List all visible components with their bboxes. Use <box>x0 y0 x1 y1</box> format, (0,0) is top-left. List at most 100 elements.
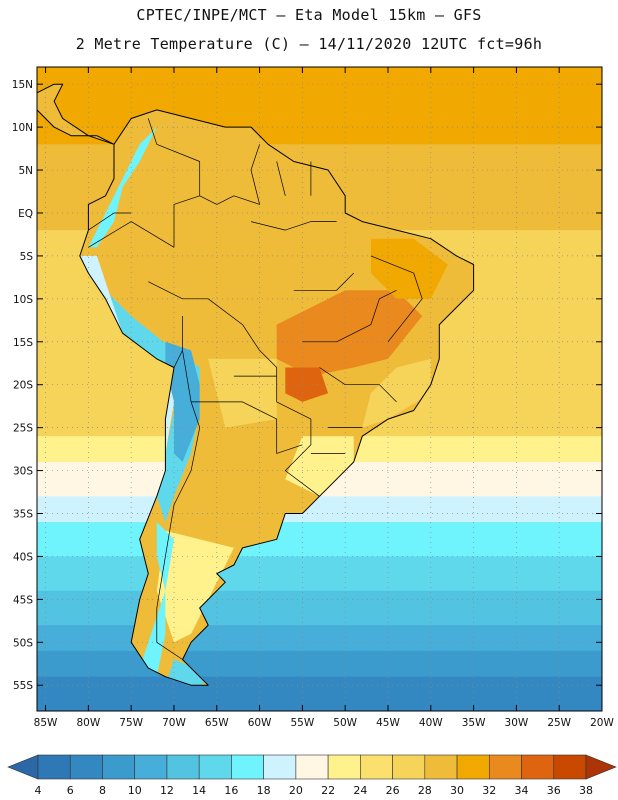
colorbar-label: 28 <box>418 784 432 797</box>
x-tick-label: 45W <box>376 717 400 729</box>
x-tick-label: 30W <box>505 717 529 729</box>
x-tick-label: 70W <box>162 717 186 729</box>
border-line-0 <box>147 118 201 248</box>
border-line-15 <box>250 221 337 231</box>
border-line-2 <box>276 161 286 196</box>
colorbar: 4 6 8 10 12 14 16 18 20 22 24 26 28 30 32 34 36 38 <box>7 754 617 797</box>
y-tick-label: 45S <box>13 594 33 606</box>
y-tick-label: 40S <box>13 551 33 563</box>
border-line-5 <box>88 221 175 248</box>
land-region-mato-grosso-sul-hot <box>285 367 329 402</box>
colorbar-label: 14 <box>192 784 206 797</box>
land-region-patagonia-warm <box>156 530 234 643</box>
x-tick-label: 25W <box>547 717 571 729</box>
colorbar-swatch <box>327 754 361 780</box>
x-tick-label: 85W <box>34 717 58 729</box>
y-tick-label: 25S <box>13 423 33 435</box>
border-line-16 <box>293 272 354 291</box>
colorbar-underflow-triangle <box>7 754 39 780</box>
land-region-northeast-hot <box>370 238 448 299</box>
land-region-andes-central-cool <box>96 290 200 523</box>
y-tick-label: 20S <box>13 380 33 392</box>
colorbar-swatch <box>69 754 103 780</box>
colorbar-swatch <box>488 754 522 780</box>
colorbar-label: 18 <box>257 784 271 797</box>
colorbar-swatch <box>263 754 297 780</box>
y-tick-label: 5N <box>18 165 33 177</box>
border-line-12 <box>302 289 397 343</box>
colorbar-overflow-triangle <box>585 754 617 780</box>
ocean-band-8 <box>37 590 602 626</box>
colorbar-swatch <box>134 754 168 780</box>
colorbar-label: 20 <box>289 784 303 797</box>
colorbar-label: 6 <box>67 784 74 797</box>
ocean-band-5 <box>37 496 602 523</box>
colorbar-label: 26 <box>386 784 400 797</box>
title-line-2: 2 Metre Temperature (C) – 14/11/2020 12U… <box>75 35 543 53</box>
x-tick-label: 20W <box>590 717 614 729</box>
y-tick-label: 5S <box>20 251 34 263</box>
colorbar-swatch <box>166 754 200 780</box>
coastlines-and-borders <box>37 83 475 686</box>
ocean-band-11 <box>37 676 602 711</box>
x-tick-label: 60W <box>248 717 272 729</box>
x-tick-label: 55W <box>291 717 315 729</box>
border-line-13 <box>370 255 423 343</box>
colorbar-swatch <box>360 754 393 780</box>
colorbar-swatch <box>456 754 490 780</box>
border-line-6 <box>148 281 320 497</box>
colorbar-label: 24 <box>353 784 367 797</box>
ocean-band-6 <box>37 522 602 557</box>
y-tick-label: 55S <box>13 680 33 692</box>
y-tick-label: 10S <box>13 294 33 306</box>
land-region-patagonia-andes-cool <box>139 522 174 677</box>
colorbar-swatch <box>392 754 426 780</box>
colorbar-label: 32 <box>482 784 496 797</box>
y-tick-label: 15S <box>13 337 33 349</box>
border-line-8 <box>191 401 303 454</box>
colorbar-swatch <box>553 754 587 780</box>
colorbar-label: 16 <box>224 784 238 797</box>
land-region-andes-north-cool <box>88 127 157 248</box>
colorbar-swatch <box>198 754 232 780</box>
land-region-altiplano-cold <box>165 341 200 462</box>
colorbar-swatch <box>424 754 458 780</box>
title-line-1: CPTEC/INPE/MCT – Eta Model 15km – GFS <box>136 6 482 24</box>
x-tick-label: 50W <box>333 717 357 729</box>
y-tick-label: 50S <box>13 637 33 649</box>
y-tick-label: EQ <box>18 208 33 220</box>
x-tick-label: 35W <box>462 717 486 729</box>
graticule <box>37 67 602 711</box>
colorbar-swatch <box>102 754 136 780</box>
ocean-band-9 <box>37 625 602 652</box>
x-tick-label: 40W <box>419 717 443 729</box>
land-region-southern-brazil <box>285 436 354 497</box>
colorbar-label: 38 <box>579 784 593 797</box>
colorbar-swatch <box>521 754 555 780</box>
y-tick-label: 10N <box>12 122 33 134</box>
map-frame <box>36 66 603 712</box>
y-tick-label: 30S <box>13 466 33 478</box>
coastline-central-america <box>37 83 115 145</box>
colorbar-label: 36 <box>547 784 561 797</box>
colorbar-label: 8 <box>99 784 106 797</box>
colorbar-label: 12 <box>160 784 174 797</box>
border-line-14 <box>319 367 397 403</box>
coastline-south-america <box>79 109 475 686</box>
ocean-band-10 <box>37 650 602 678</box>
colorbar-label: 4 <box>35 784 42 797</box>
colorbar-label: 34 <box>515 784 529 797</box>
x-tick-label: 65W <box>205 717 229 729</box>
border-line-11 <box>173 350 183 368</box>
border-line-1 <box>199 144 260 205</box>
border-line-4 <box>88 212 132 231</box>
axis-ticks: 85W 80W 75W 70W 65W 60W 55W 50W 45W 40W 35W 30W 25W 2… <box>12 67 614 729</box>
border-line-9 <box>156 401 201 660</box>
colorbar-label: 30 <box>450 784 464 797</box>
colorbar-swatch <box>231 754 264 780</box>
y-tick-label: 15N <box>12 79 33 91</box>
colorbar-swatch <box>295 754 329 780</box>
colorbar-swatch <box>37 754 71 780</box>
y-tick-label: 35S <box>13 509 33 521</box>
